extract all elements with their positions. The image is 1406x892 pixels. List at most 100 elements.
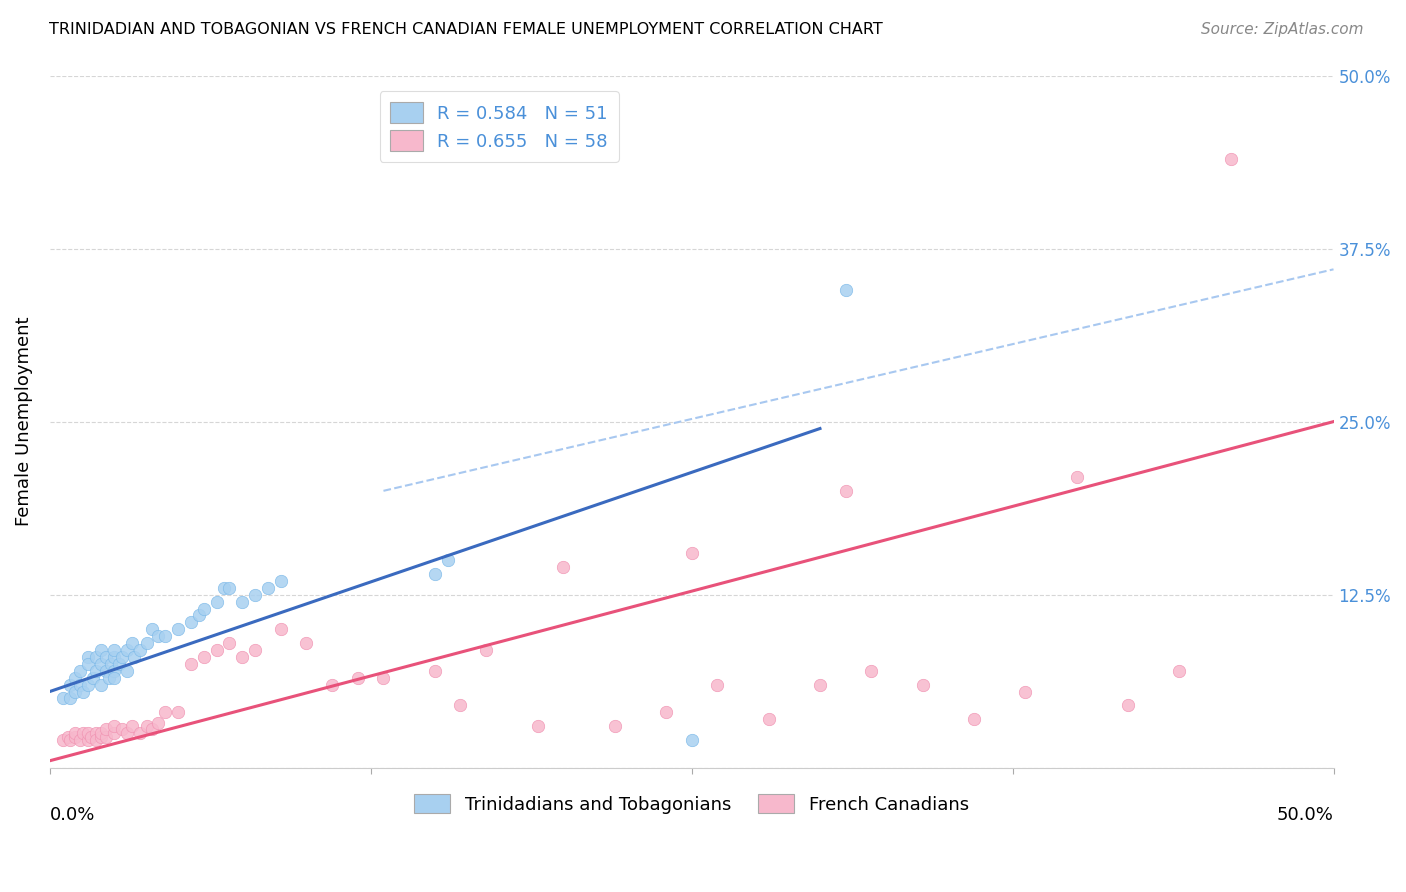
Point: [128, 726, 150, 740]
Point: [77, 726, 100, 740]
Point: [373, 671, 395, 685]
Point: [141, 722, 163, 736]
Point: [103, 726, 125, 740]
Point: [65, 684, 87, 698]
Point: [205, 643, 228, 657]
Point: [1066, 470, 1088, 484]
Point: [167, 706, 190, 720]
Point: [124, 649, 146, 664]
Point: [423, 566, 446, 581]
Point: [59, 733, 82, 747]
Point: [82, 671, 104, 685]
Point: [180, 657, 202, 671]
Point: [270, 622, 292, 636]
Point: [231, 649, 253, 664]
Point: [257, 581, 280, 595]
Point: [72, 726, 94, 740]
Point: [243, 588, 266, 602]
Point: [51, 733, 73, 747]
Point: [758, 712, 780, 726]
Point: [243, 643, 266, 657]
Point: [1014, 684, 1036, 698]
Point: [860, 664, 883, 678]
Text: 0.0%: 0.0%: [49, 805, 96, 824]
Point: [136, 636, 159, 650]
Point: [603, 719, 626, 733]
Point: [475, 643, 498, 657]
Point: [526, 719, 548, 733]
Point: [115, 643, 138, 657]
Point: [103, 649, 125, 664]
Point: [80, 731, 103, 745]
Point: [321, 678, 343, 692]
Point: [553, 560, 575, 574]
Point: [121, 636, 143, 650]
Point: [146, 716, 169, 731]
Point: [141, 622, 163, 636]
Text: 50.0%: 50.0%: [1277, 805, 1333, 824]
Point: [115, 726, 138, 740]
Point: [295, 636, 318, 650]
Point: [97, 671, 120, 685]
Point: [100, 657, 122, 671]
Legend: Trinidadians and Tobagonians, French Canadians: Trinidadians and Tobagonians, French Can…: [406, 787, 976, 821]
Point: [84, 664, 107, 678]
Point: [963, 712, 986, 726]
Point: [65, 731, 87, 745]
Point: [911, 678, 934, 692]
Point: [834, 483, 856, 498]
Point: [77, 678, 100, 692]
Point: [77, 649, 100, 664]
Point: [167, 622, 190, 636]
Point: [90, 657, 112, 671]
Point: [69, 733, 91, 747]
Point: [136, 719, 159, 733]
Point: [1116, 698, 1139, 713]
Point: [69, 664, 91, 678]
Point: [834, 283, 856, 297]
Point: [155, 629, 177, 643]
Point: [155, 706, 177, 720]
Point: [90, 731, 112, 745]
Point: [193, 649, 215, 664]
Point: [187, 608, 209, 623]
Point: [436, 553, 458, 567]
Point: [72, 684, 94, 698]
Point: [59, 678, 82, 692]
Point: [450, 698, 472, 713]
Point: [96, 649, 118, 664]
Point: [51, 691, 73, 706]
Point: [214, 581, 236, 595]
Point: [90, 643, 112, 657]
Point: [108, 657, 131, 671]
Point: [681, 733, 703, 747]
Point: [193, 601, 215, 615]
Point: [103, 719, 125, 733]
Point: [96, 664, 118, 678]
Point: [346, 671, 368, 685]
Point: [270, 574, 292, 588]
Point: [706, 678, 728, 692]
Point: [1168, 664, 1191, 678]
Text: Source: ZipAtlas.com: Source: ZipAtlas.com: [1201, 22, 1364, 37]
Point: [121, 719, 143, 733]
Point: [59, 691, 82, 706]
Point: [56, 731, 79, 745]
Point: [128, 643, 150, 657]
Point: [103, 643, 125, 657]
Point: [84, 649, 107, 664]
Point: [77, 657, 100, 671]
Text: TRINIDADIAN AND TOBAGONIAN VS FRENCH CANADIAN FEMALE UNEMPLOYMENT CORRELATION CH: TRINIDADIAN AND TOBAGONIAN VS FRENCH CAN…: [49, 22, 883, 37]
Point: [808, 678, 831, 692]
Point: [180, 615, 202, 630]
Point: [110, 649, 132, 664]
Point: [423, 664, 446, 678]
Point: [90, 678, 112, 692]
Point: [90, 726, 112, 740]
Point: [84, 726, 107, 740]
Point: [65, 726, 87, 740]
Point: [655, 706, 678, 720]
Point: [1219, 152, 1241, 166]
Point: [218, 581, 240, 595]
Point: [103, 664, 125, 678]
